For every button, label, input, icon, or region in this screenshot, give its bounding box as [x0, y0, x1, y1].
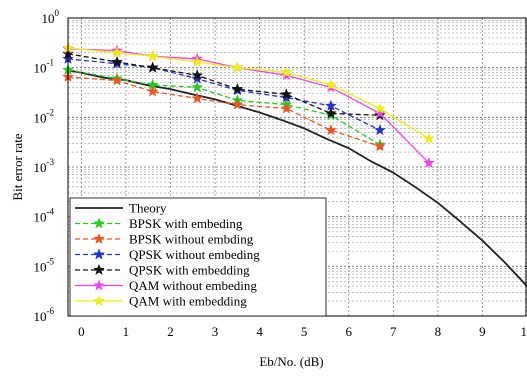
x-tick-label: 4	[256, 324, 263, 339]
legend-swatch-marker	[93, 232, 105, 245]
y-tick-base: 10	[34, 210, 47, 225]
x-tick-label: 2	[167, 324, 174, 339]
series-point	[325, 78, 337, 90]
series-point	[374, 102, 386, 114]
series-point	[191, 55, 204, 68]
legend-item: QAM without embeding	[75, 278, 257, 293]
series-point	[374, 140, 386, 152]
x-axis-label: Eb/No. (dB)	[259, 354, 323, 369]
x-tick-label: 5	[301, 324, 308, 339]
series-point	[374, 124, 386, 136]
x-tick-label: 7	[390, 324, 397, 339]
legend-label: BPSK with embeding	[129, 216, 243, 231]
series-point	[191, 81, 204, 93]
legend-swatch-marker	[93, 263, 105, 276]
y-tick-base: 10	[34, 61, 47, 76]
x-tick-labels: 0 1 2 3 4 5 6 7 8 9 10	[78, 324, 527, 339]
series-point	[111, 55, 123, 68]
series-point	[231, 98, 244, 110]
series-line	[67, 58, 381, 131]
y-tick-base: 10	[34, 309, 47, 324]
series-point	[423, 132, 435, 144]
series-group	[62, 41, 527, 287]
y-tick-label: 10-6	[34, 306, 55, 324]
legend-item: QPSK without embeding	[75, 247, 260, 262]
series-point	[146, 61, 159, 73]
y-tick-exponent: -2	[47, 107, 55, 117]
y-tick-exponent: -5	[47, 256, 55, 266]
series-4	[62, 47, 386, 121]
series-point	[231, 61, 244, 73]
y-tick-label: 10-4	[34, 207, 55, 225]
y-tick-exponent: 0	[55, 8, 60, 18]
y-tick-label: 10-3	[34, 157, 55, 175]
series-point	[191, 72, 204, 84]
series-point	[325, 107, 337, 119]
series-point	[111, 74, 123, 86]
series-6	[62, 41, 435, 144]
legend-item: Theory	[75, 201, 167, 216]
legend-label: QAM without embeding	[129, 278, 257, 293]
legend-label: BPSK without embding	[129, 232, 254, 247]
legend-label: QPSK with embedding	[129, 263, 250, 278]
legend-swatch-marker	[93, 294, 105, 307]
x-tick-label: 9	[479, 324, 486, 339]
series-point	[191, 92, 204, 104]
legend-swatch-marker	[93, 248, 105, 260]
legend-item: BPSK with embeding	[75, 216, 243, 231]
legend-item: QPSK with embedding	[75, 263, 250, 278]
y-tick-exponent: -6	[47, 306, 55, 316]
series-point	[280, 102, 293, 114]
x-tick-label: 3	[212, 324, 219, 339]
series-point	[146, 85, 159, 97]
legend-label: QPSK without embeding	[129, 247, 260, 262]
x-tick-label: 10	[521, 324, 527, 339]
series-point	[191, 69, 204, 81]
series-line	[67, 69, 527, 287]
series-line	[67, 53, 380, 116]
y-tick-label: 10-2	[34, 107, 55, 125]
series-point	[280, 88, 293, 100]
x-tick-label: 0	[78, 324, 85, 339]
y-axis-label: Bit error rate	[10, 133, 25, 200]
y-tick-base: 10	[34, 110, 47, 125]
y-tick-label: 10-5	[34, 256, 55, 274]
series-point	[423, 156, 435, 169]
legend-label: QAM with embedding	[129, 294, 247, 309]
legend-swatch-marker	[93, 279, 105, 291]
y-tick-base: 10	[34, 259, 47, 274]
series-point	[111, 46, 123, 58]
y-tick-label: 10-1	[34, 58, 55, 76]
y-tick-label: 100	[42, 8, 60, 26]
series-point	[280, 66, 293, 78]
y-tick-exponent: -4	[47, 207, 55, 217]
legend-label: Theory	[129, 201, 167, 216]
series-0	[67, 69, 527, 287]
series-point	[325, 124, 337, 136]
legend-item: QAM with embedding	[75, 294, 247, 309]
legend-item: BPSK without embding	[75, 232, 254, 247]
x-tick-label: 8	[435, 324, 442, 339]
y-tick-base: 10	[42, 11, 55, 26]
legend-swatch-marker	[93, 217, 105, 229]
y-tick-exponent: -3	[47, 157, 55, 167]
series-line	[67, 69, 381, 146]
series-point	[146, 50, 159, 62]
y-tick-exponent: -1	[47, 58, 55, 68]
x-tick-label: 6	[345, 324, 352, 339]
y-tick-base: 10	[34, 160, 47, 175]
series-point	[231, 82, 244, 95]
x-tick-label: 1	[123, 324, 130, 339]
legend-box	[69, 197, 327, 317]
